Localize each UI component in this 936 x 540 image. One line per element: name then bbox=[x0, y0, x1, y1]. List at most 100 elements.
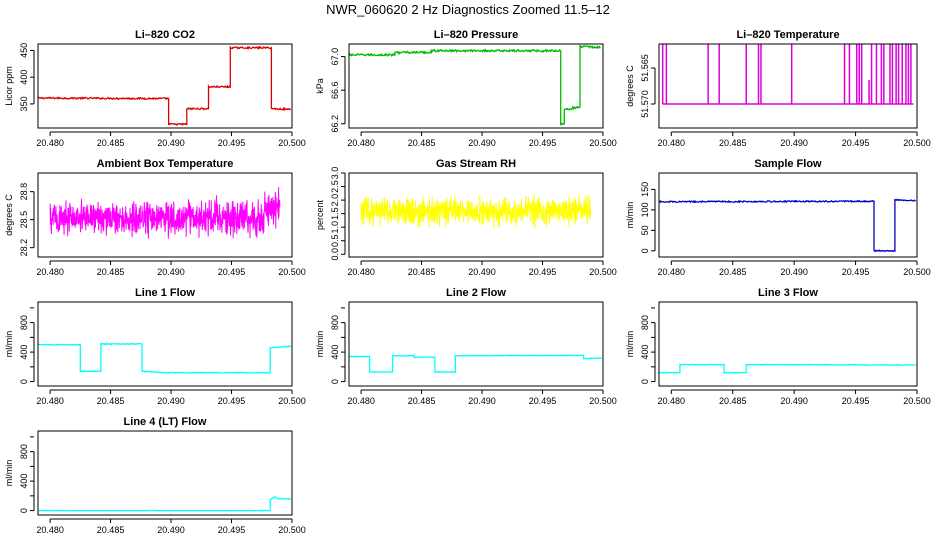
x-tick-label: 20.485 bbox=[97, 525, 125, 535]
y-tick-label: 67.0 bbox=[330, 48, 340, 66]
x-tick-label: 20.480 bbox=[36, 267, 64, 277]
y-tick-label: 28.5 bbox=[19, 211, 29, 229]
series-group bbox=[38, 342, 292, 374]
y-axis-label: ml/min bbox=[315, 331, 325, 358]
y-tick-label: 0.5 bbox=[330, 234, 340, 247]
x-tick-label: 20.490 bbox=[157, 396, 185, 406]
y-axis-label: percent bbox=[315, 199, 325, 230]
x-tick-label: 20.495 bbox=[218, 267, 246, 277]
page-title: NWR_060620 2 Hz Diagnostics Zoomed 11.5–… bbox=[326, 2, 610, 17]
series-line bbox=[38, 45, 291, 126]
y-axis-label: kPa bbox=[315, 78, 325, 94]
plot-frame bbox=[37, 430, 293, 516]
x-tick-label: 20.500 bbox=[903, 267, 931, 277]
y-tick-label: 51.570 bbox=[640, 90, 650, 118]
x-tick-label: 20.480 bbox=[658, 267, 686, 277]
plot-frame bbox=[658, 43, 918, 129]
plot-frame bbox=[37, 172, 293, 258]
y-tick-label: 400 bbox=[19, 70, 29, 85]
series-group bbox=[659, 363, 916, 374]
x-tick-label: 20.485 bbox=[97, 396, 125, 406]
x-tick-label: 20.480 bbox=[36, 138, 64, 148]
x-tick-label: 20.500 bbox=[278, 267, 306, 277]
chart-rh: Gas Stream RH 20.480 20.485 20.490 20.495 20.… bbox=[315, 158, 617, 277]
plot-frame bbox=[37, 43, 293, 129]
y-tick-label: 800 bbox=[19, 315, 29, 330]
x-tick-label: 20.495 bbox=[218, 525, 246, 535]
chart-title: Line 3 Flow bbox=[758, 287, 818, 299]
x-tick-label: 20.500 bbox=[589, 396, 617, 406]
y-tick-label: 28.2 bbox=[19, 239, 29, 257]
plot-frame bbox=[658, 301, 918, 387]
y-tick-label: 800 bbox=[640, 315, 650, 330]
x-tick-label: 20.495 bbox=[218, 396, 246, 406]
series-line bbox=[659, 363, 916, 374]
y-tick-label: 1.0 bbox=[330, 221, 340, 234]
x-tick-label: 20.485 bbox=[97, 138, 125, 148]
x-tick-label: 20.490 bbox=[468, 138, 496, 148]
y-tick-label: 0.0 bbox=[330, 248, 340, 261]
x-tick-label: 20.485 bbox=[719, 138, 747, 148]
y-tick-label: 100 bbox=[640, 202, 650, 217]
series-group bbox=[659, 198, 916, 253]
x-tick-label: 20.495 bbox=[842, 138, 870, 148]
chart-title: Li–820 Pressure bbox=[434, 29, 518, 41]
chart-title: Line 2 Flow bbox=[446, 287, 506, 299]
chart-title: Gas Stream RH bbox=[436, 158, 516, 170]
y-tick-label: 400 bbox=[330, 345, 340, 360]
y-tick-label: 28.8 bbox=[19, 183, 29, 201]
y-axis-label: ml/min bbox=[625, 331, 635, 358]
series-group bbox=[38, 495, 291, 512]
y-tick-label: 350 bbox=[19, 96, 29, 111]
x-tick-label: 20.490 bbox=[157, 525, 185, 535]
y-tick-label: 0 bbox=[640, 248, 650, 253]
x-tick-label: 20.480 bbox=[658, 138, 686, 148]
x-tick-label: 20.495 bbox=[842, 396, 870, 406]
x-tick-label: 20.490 bbox=[780, 396, 808, 406]
x-tick-label: 20.500 bbox=[589, 138, 617, 148]
y-tick-label: 2.0 bbox=[330, 194, 340, 207]
chart-title: Sample Flow bbox=[754, 158, 822, 170]
series-line bbox=[349, 44, 601, 126]
chart-line4: Line 4 (LT) Flow 20.480 20.485 20.490 20.495… bbox=[4, 416, 306, 535]
series-line bbox=[360, 193, 592, 229]
chart-sample_flow: Sample Flow 20.480 20.485 20.490 20.495 20.50… bbox=[625, 158, 931, 277]
y-tick-label: 800 bbox=[330, 315, 340, 330]
y-tick-label: 0 bbox=[330, 379, 340, 384]
x-tick-label: 20.485 bbox=[408, 267, 436, 277]
series-group bbox=[49, 187, 281, 239]
y-tick-label: 1.5 bbox=[330, 207, 340, 220]
series-group bbox=[661, 44, 914, 105]
x-tick-label: 20.480 bbox=[36, 396, 64, 406]
plot-frame bbox=[348, 43, 604, 129]
series-group bbox=[38, 45, 291, 126]
x-tick-label: 20.495 bbox=[842, 267, 870, 277]
x-tick-label: 20.480 bbox=[36, 525, 64, 535]
y-tick-label: 51.565 bbox=[640, 54, 650, 82]
series-group bbox=[360, 193, 592, 229]
x-tick-label: 20.500 bbox=[903, 138, 931, 148]
x-tick-label: 20.490 bbox=[780, 267, 808, 277]
x-tick-label: 20.485 bbox=[97, 267, 125, 277]
x-tick-label: 20.495 bbox=[529, 267, 557, 277]
x-tick-label: 20.485 bbox=[408, 138, 436, 148]
chart-line2: Line 2 Flow 20.480 20.485 20.490 20.495 20.50… bbox=[315, 287, 617, 406]
plot-frame bbox=[348, 172, 604, 258]
x-tick-label: 20.490 bbox=[468, 267, 496, 277]
chart-title: Li–820 CO2 bbox=[135, 29, 195, 41]
chart-title: Ambient Box Temperature bbox=[97, 158, 234, 170]
series-line bbox=[38, 342, 292, 374]
y-axis-label: degrees C bbox=[4, 194, 14, 236]
series-line bbox=[38, 495, 291, 512]
y-axis-label: ml/min bbox=[4, 460, 14, 487]
series-line bbox=[349, 354, 602, 374]
chart-title: Line 4 (LT) Flow bbox=[124, 416, 207, 428]
x-tick-label: 20.480 bbox=[347, 138, 375, 148]
y-tick-label: 0 bbox=[640, 379, 650, 384]
x-tick-label: 20.490 bbox=[780, 138, 808, 148]
x-tick-label: 20.500 bbox=[278, 525, 306, 535]
x-tick-label: 20.480 bbox=[658, 396, 686, 406]
y-tick-label: 0 bbox=[19, 508, 29, 513]
chart-line3: Line 3 Flow 20.480 20.485 20.490 20.495 20.50… bbox=[625, 287, 931, 406]
x-tick-label: 20.500 bbox=[278, 396, 306, 406]
